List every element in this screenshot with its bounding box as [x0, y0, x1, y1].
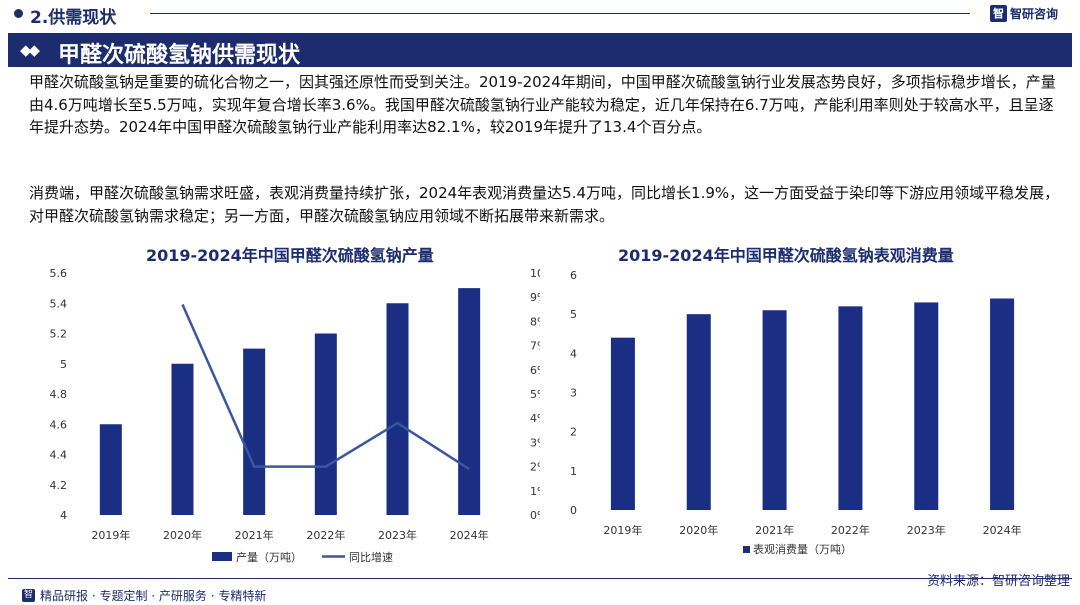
production-bar — [314, 333, 337, 515]
x-tick-label: 2022年 — [831, 523, 870, 537]
x-tick-label: 2021年 — [755, 523, 794, 537]
paragraph-supply: 甲醛次硫酸氢钠是重要的硫化合物之一，因其强还原性而受到关注。2019-2024年… — [29, 73, 1056, 136]
production-bar — [458, 288, 481, 515]
y2-tick-label: 4% — [530, 412, 540, 425]
y-tick-label: 4.4 — [50, 449, 68, 462]
double-diamond-icon: ◆◆ — [20, 41, 40, 59]
y2-tick-label: 6% — [530, 364, 540, 377]
legend-label-production: 产量（万吨） — [236, 550, 302, 564]
paragraph-demand: 消费端，甲醛次硫酸氢钠需求旺盛，表观消费量持续扩张，2024年表观消费量达5.4… — [29, 184, 1060, 225]
x-tick-label: 2019年 — [91, 528, 130, 542]
title-bar: ◆◆ 甲醛次硫酸氢钠供需现状 — [8, 33, 1072, 68]
chart-title-production: 2019-2024年中国甲醛次硫酸氢钠产量 — [146, 246, 434, 265]
x-tick-label: 2024年 — [983, 523, 1022, 537]
y2-tick-label: 3% — [530, 436, 540, 449]
x-tick-label: 2020年 — [163, 528, 202, 542]
consumption-chart: 0 1 2 3 4 5 6 2019年 2020年 2021年 2022年 2023年 2024年表观消… — [570, 269, 1022, 556]
x-tick-label: 2024年 — [450, 528, 489, 542]
chart-title-consumption: 2019-2024年中国甲醛次硫酸氢钠表观消费量 — [618, 246, 954, 265]
top-bar: 2.供需现状 智 智研咨询 — [0, 0, 1080, 30]
x-tick-label: 2022年 — [306, 528, 345, 542]
y2-tick-label: 5% — [530, 388, 540, 401]
production-bar — [386, 303, 409, 515]
y-tick-label: 4 — [60, 509, 67, 522]
y-tick-label: 4.8 — [50, 388, 68, 401]
x-tick-label: 2023年 — [907, 523, 946, 537]
growth-rate-line — [181, 303, 470, 471]
y-tick-label: 5.4 — [50, 297, 68, 310]
production-bar — [99, 424, 122, 515]
y-tick-label: 3 — [570, 387, 577, 400]
x-tick-label: 2023年 — [378, 528, 417, 542]
y-tick-label: 2 — [570, 426, 577, 439]
bottom-divider — [8, 578, 1072, 579]
y-tick-label: 4.2 — [50, 479, 68, 492]
section-title: 2.供需现状 — [30, 8, 117, 28]
y2-tick-label: 7% — [530, 340, 540, 353]
x-tick-label: 2021年 — [235, 528, 274, 542]
y2-tick-label: 0% — [530, 509, 540, 522]
footer-tags-text: 精品研报 · 专题定制 · 产研服务 · 专精特新 — [40, 589, 267, 603]
y-tick-label: 6 — [570, 269, 577, 282]
y-tick-label: 4.6 — [50, 418, 68, 431]
brand-logo-icon: 智 — [990, 5, 1007, 22]
production-bar — [243, 348, 266, 515]
bullet-dot-icon — [14, 9, 23, 18]
production-bar — [171, 363, 194, 515]
page-title: 甲醛次硫酸氢钠供需现状 — [58, 43, 301, 68]
y2-tick-label: 2% — [530, 461, 540, 474]
consumption-bar — [838, 306, 863, 510]
consumption-bar — [914, 302, 939, 510]
legend-label-growth: 同比增速 — [349, 550, 393, 564]
footer-logo-icon: 智 — [22, 589, 35, 602]
consumption-bar — [762, 310, 787, 510]
consumption-bar — [990, 298, 1015, 510]
x-tick-label: 2019年 — [603, 523, 642, 537]
consumption-bar — [610, 337, 635, 510]
source-note: 资料来源：智研咨询整理 — [926, 574, 1070, 589]
y-tick-label: 4 — [570, 347, 577, 360]
y-tick-label: 5 — [60, 358, 67, 371]
y-tick-label: 5 — [570, 308, 577, 321]
footer-tags: 智 精品研报 · 专题定制 · 产研服务 · 专精特新 — [22, 587, 266, 604]
legend-bar-swatch — [212, 552, 232, 561]
production-chart: 4 4.2 4.4 4.6 4.8 5 5.2 5.4 5.6 0% 1% 2% 3% 4% 5% 6% 7% 8… — [50, 267, 541, 564]
y2-tick-label: 9% — [530, 291, 540, 304]
consumption-bar — [686, 314, 711, 510]
brand-name: 智研咨询 — [1010, 7, 1059, 21]
y-tick-label: 1 — [570, 465, 577, 478]
y2-tick-label: 1% — [530, 485, 540, 498]
y2-tick-label: 8% — [530, 315, 540, 328]
top-divider — [150, 13, 970, 14]
x-tick-label: 2020年 — [679, 523, 718, 537]
y-tick-label: 0 — [570, 504, 577, 517]
y2-tick-label: 10% — [530, 267, 540, 280]
brand-logo[interactable]: 智 智研咨询 — [990, 5, 1058, 22]
legend-bar-swatch — [743, 546, 750, 553]
y-tick-label: 5.2 — [50, 328, 68, 341]
legend-label-consumption: 表观消费量（万吨） — [753, 542, 852, 556]
y-tick-label: 5.6 — [50, 267, 68, 280]
